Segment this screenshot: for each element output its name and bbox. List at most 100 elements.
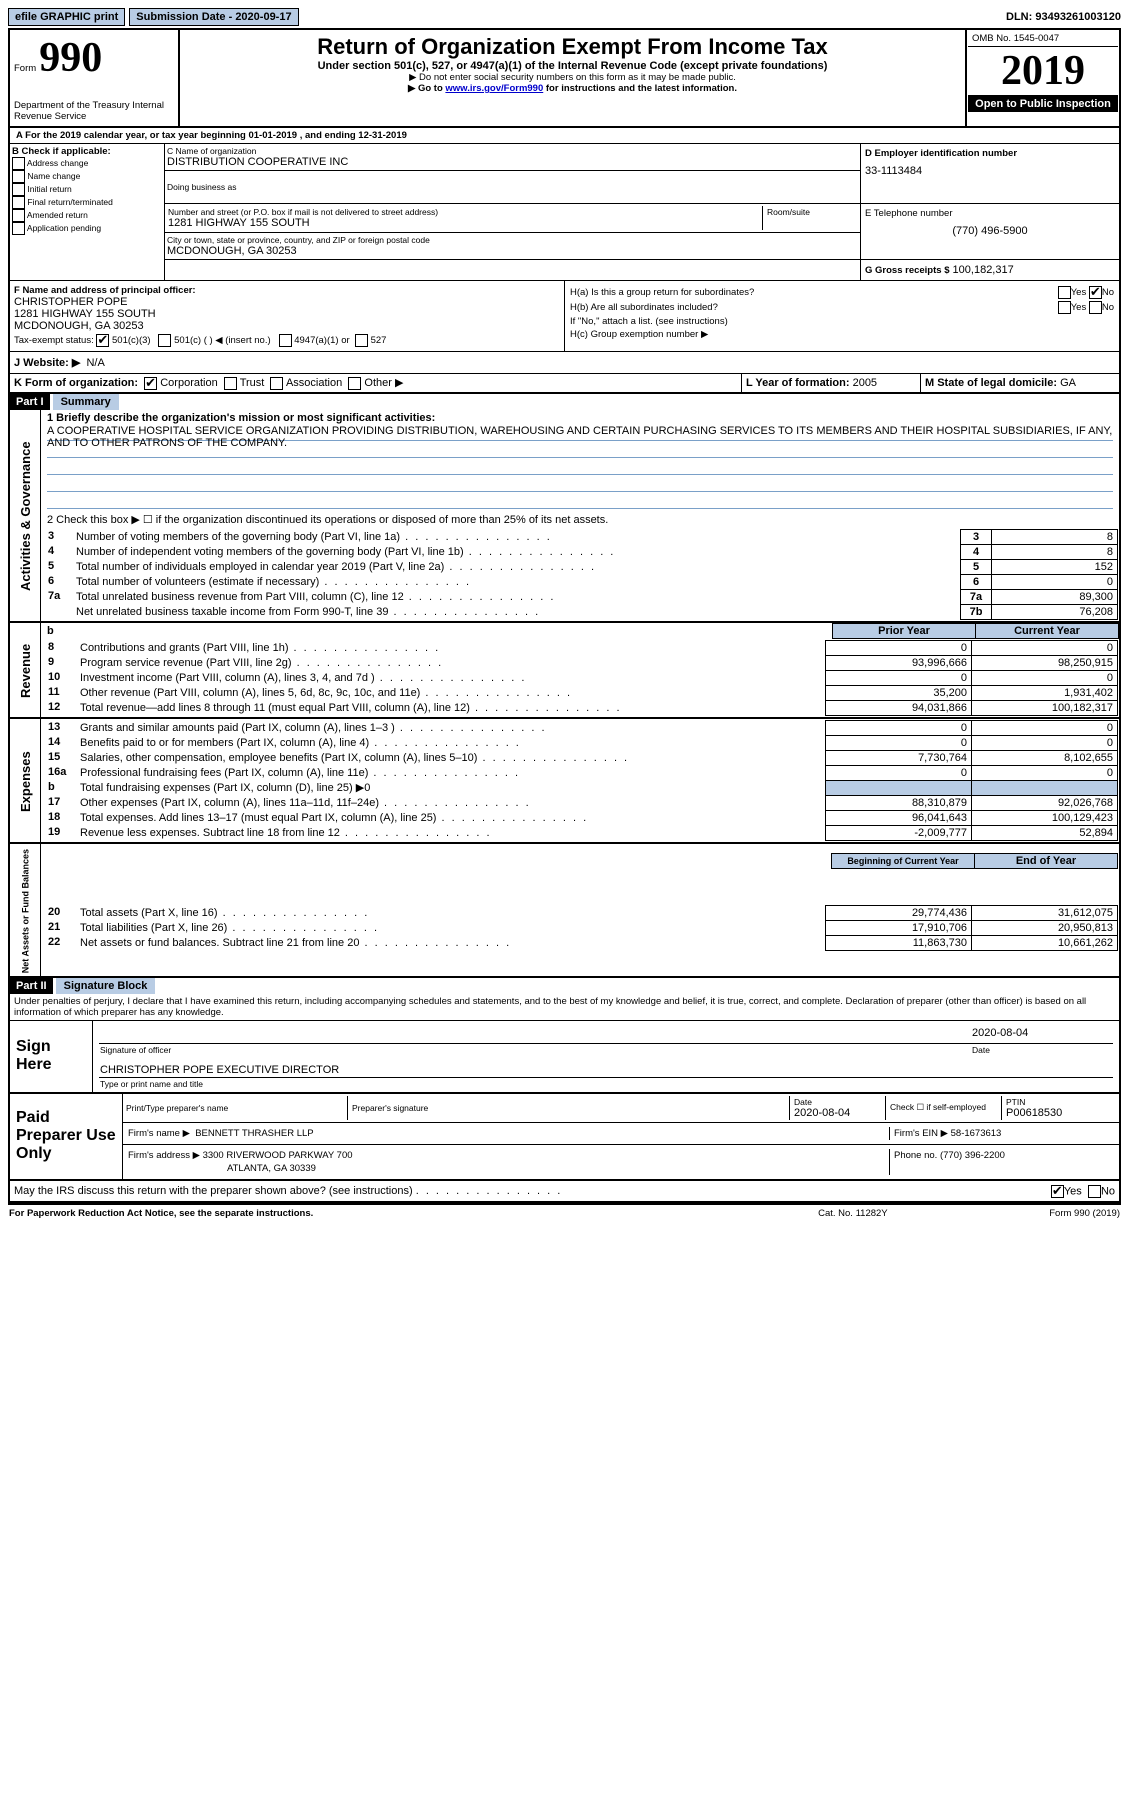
row-num: 12 xyxy=(42,700,79,715)
opt-assoc: Association xyxy=(286,377,342,389)
main-title: Return of Organization Exempt From Incom… xyxy=(184,34,961,60)
sig-label: Signature of officer xyxy=(99,1043,971,1056)
firm-phone-label: Phone no. xyxy=(894,1150,937,1161)
ha-yes-checkbox[interactable] xyxy=(1058,286,1071,299)
row-num: 16a xyxy=(42,765,79,780)
row-num: 11 xyxy=(42,685,79,700)
other-checkbox[interactable] xyxy=(348,377,361,390)
box-b-title: B Check if applicable: xyxy=(12,146,162,157)
row-value: 76,208 xyxy=(992,604,1118,619)
trust-checkbox[interactable] xyxy=(224,377,237,390)
prior-value: 11,863,730 xyxy=(826,935,972,950)
opt-501c3: 501(c)(3) xyxy=(112,335,151,346)
prior-value: 0 xyxy=(826,735,972,750)
tax-exempt-label: Tax-exempt status: xyxy=(14,335,94,346)
current-value xyxy=(972,780,1118,795)
opt-initial: Initial return xyxy=(27,184,71,194)
addr-change-checkbox[interactable] xyxy=(12,157,25,170)
row-box: 3 xyxy=(961,529,992,544)
period-text: For the 2019 calendar year, or tax year … xyxy=(25,130,407,141)
hb-no-checkbox[interactable] xyxy=(1089,301,1102,314)
gross-label: G Gross receipts $ xyxy=(865,265,949,276)
row-num: 18 xyxy=(42,810,79,825)
officer-label: F Name and address of principal officer: xyxy=(14,285,560,296)
box-b: B Check if applicable: Address change Na… xyxy=(10,144,165,281)
box-g: G Gross receipts $ 100,182,317 xyxy=(861,260,1120,281)
row-text: Contributions and grants (Part VIII, lin… xyxy=(79,640,826,655)
current-value: 100,129,423 xyxy=(972,810,1118,825)
footer-cat: Cat. No. 11282Y xyxy=(765,1207,942,1220)
form-label: Form xyxy=(14,63,36,74)
prior-value: 93,996,666 xyxy=(826,655,972,670)
prior-value: 94,031,866 xyxy=(826,700,972,715)
row-num: 5 xyxy=(42,559,75,574)
4947-checkbox[interactable] xyxy=(279,334,292,347)
submission-date-button[interactable]: Submission Date - 2020-09-17 xyxy=(129,8,298,26)
website-value: N/A xyxy=(86,357,104,369)
opt-527: 527 xyxy=(371,335,387,346)
date-label: Date xyxy=(971,1043,1113,1056)
discuss-no: No xyxy=(1101,1185,1115,1197)
opt-501c: 501(c) ( ) ◀ (insert no.) xyxy=(174,335,271,346)
row-text: Total unrelated business revenue from Pa… xyxy=(75,589,961,604)
officer-addr: 1281 HIGHWAY 155 SOUTH xyxy=(14,308,560,320)
box-f: F Name and address of principal officer:… xyxy=(10,281,565,352)
note-ssn: ▶ Do not enter social security numbers o… xyxy=(184,72,961,83)
omb-label: OMB No. 1545-0047 xyxy=(968,31,1118,47)
org-name-label: C Name of organization xyxy=(167,146,858,156)
row-num: 7a xyxy=(42,589,75,604)
prior-value: 7,730,764 xyxy=(826,750,972,765)
current-value: 20,950,813 xyxy=(972,920,1118,935)
row-num xyxy=(42,604,75,619)
discuss-yes-checkbox[interactable] xyxy=(1051,1185,1064,1198)
officer-city: MCDONOUGH, GA 30253 xyxy=(14,320,560,332)
firm-addr: 3300 RIVERWOOD PARKWAY 700 xyxy=(203,1150,353,1161)
rev-table: 8Contributions and grants (Part VIII, li… xyxy=(42,640,1118,716)
initial-return-checkbox[interactable] xyxy=(12,183,25,196)
current-value: 1,931,402 xyxy=(972,685,1118,700)
dln-label: DLN: 93493261003120 xyxy=(1006,11,1121,23)
gov-table: 3Number of voting members of the governi… xyxy=(42,529,1118,620)
app-pending-checkbox[interactable] xyxy=(12,222,25,235)
hc-label: H(c) Group exemption number ▶ xyxy=(569,328,1115,341)
box-e: E Telephone number (770) 496-5900 xyxy=(861,204,1120,260)
firm-addr-label: Firm's address ▶ xyxy=(128,1150,200,1161)
col-end: End of Year xyxy=(975,854,1118,869)
city-value: MCDONOUGH, GA 30253 xyxy=(167,245,858,257)
part2-title: Part II xyxy=(10,978,53,994)
firm-phone: (770) 396-2200 xyxy=(940,1150,1005,1161)
sidebar-exp: Expenses xyxy=(10,719,41,843)
assoc-checkbox[interactable] xyxy=(270,377,283,390)
exp-table: 13Grants and similar amounts paid (Part … xyxy=(42,720,1118,841)
corp-checkbox[interactable] xyxy=(144,377,157,390)
discuss-no-checkbox[interactable] xyxy=(1088,1185,1101,1198)
opt-pending: Application pending xyxy=(27,223,101,233)
website-row: J Website: ▶ N/A xyxy=(10,352,1119,374)
instructions-link[interactable]: www.irs.gov/Form990 xyxy=(445,83,543,94)
row-value: 0 xyxy=(992,574,1118,589)
527-checkbox[interactable] xyxy=(355,334,368,347)
opt-name-change: Name change xyxy=(27,171,80,181)
ha-yes: Yes xyxy=(1071,287,1087,298)
dba-label: Doing business as xyxy=(167,182,858,192)
hb-yes-checkbox[interactable] xyxy=(1058,301,1071,314)
efile-button[interactable]: efile GRAPHIC print xyxy=(8,8,125,26)
current-value: 100,182,317 xyxy=(972,700,1118,715)
ha-no-checkbox[interactable] xyxy=(1089,286,1102,299)
prior-value: 0 xyxy=(826,765,972,780)
current-value: 0 xyxy=(972,640,1118,655)
line-2: 2 Check this box ▶ ☐ if the organization… xyxy=(47,513,1113,526)
opt-corp: Corporation xyxy=(160,377,217,389)
final-return-checkbox[interactable] xyxy=(12,196,25,209)
note2-pre: ▶ Go to xyxy=(408,83,445,94)
dba-cell: Doing business as xyxy=(165,171,861,204)
amended-checkbox[interactable] xyxy=(12,209,25,222)
current-value: 52,894 xyxy=(972,825,1118,840)
name-change-checkbox[interactable] xyxy=(12,170,25,183)
discuss-yes: Yes xyxy=(1064,1185,1082,1197)
row-box: 7b xyxy=(961,604,992,619)
row-box: 6 xyxy=(961,574,992,589)
501c-checkbox[interactable] xyxy=(158,334,171,347)
prior-value: 0 xyxy=(826,670,972,685)
501c3-checkbox[interactable] xyxy=(96,334,109,347)
